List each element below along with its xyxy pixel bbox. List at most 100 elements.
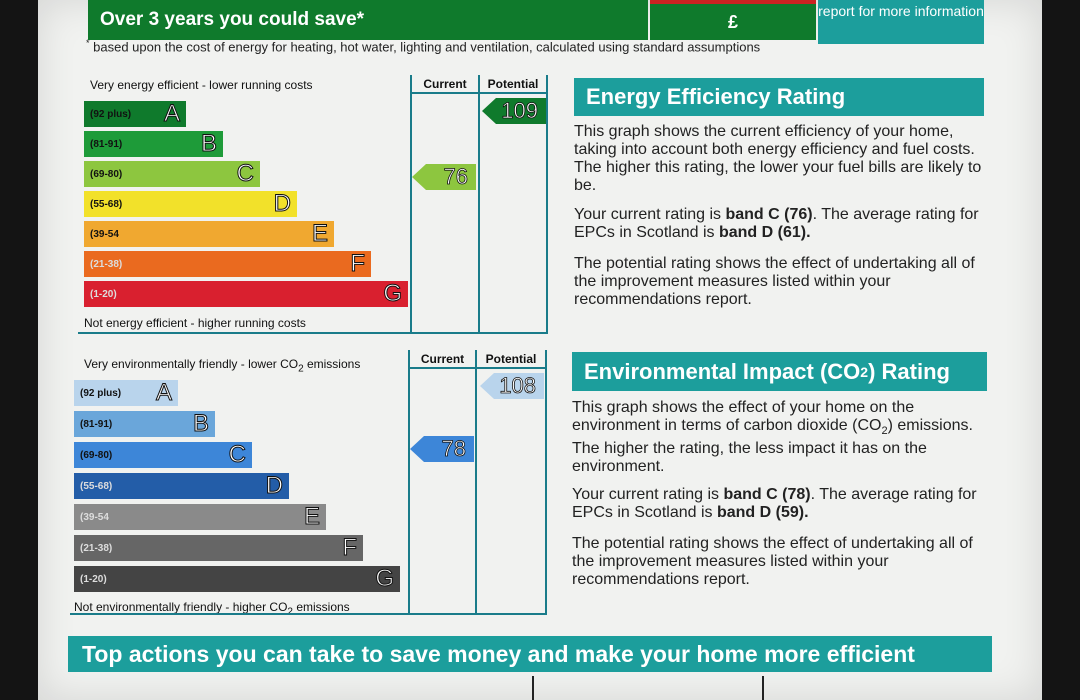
env-band-letter: A: [155, 379, 172, 407]
env-title-tail: ) Rating: [868, 358, 950, 384]
energy-para-3: The potential rating shows the effect of…: [574, 255, 975, 308]
energy-band-letter: A: [163, 100, 180, 128]
env-col-potential: Potential: [485, 352, 537, 366]
env-band-g: (1-20) G: [74, 565, 400, 593]
env-bottom-caption: Not environmentally friendly - higher CO…: [74, 600, 350, 617]
env-para-1-sub: 2: [881, 425, 888, 438]
env-band-letter: B: [192, 410, 209, 438]
energy-band-letter: B: [200, 130, 217, 158]
env-para-1: This graph shows the effect of your home…: [572, 399, 984, 476]
energy-band-c: (69-80) C: [84, 160, 260, 188]
env-top-caption-text: Very environmentally friendly - lower CO: [84, 357, 299, 371]
env-band-range: (21-38): [80, 542, 113, 554]
energy-para-2-text-a: Your current rating is: [574, 206, 726, 223]
env-band-e: (39-54 E: [74, 503, 326, 531]
energy-bottom-caption: Not energy efficient - higher running co…: [84, 316, 306, 330]
env-average-band: band D (59).: [716, 504, 809, 521]
energy-band-range: (69-80): [90, 168, 123, 180]
energy-band-g: (1-20) G: [84, 280, 408, 308]
env-bottom-caption-text: Not environmentally friendly - higher CO: [74, 600, 288, 614]
env-para-2: Your current rating is band C (78). The …: [572, 486, 984, 522]
report-link[interactable]: report for more information: [818, 0, 984, 44]
table-divider-1: [532, 676, 534, 700]
env-band-b: (81-91) B: [74, 410, 215, 438]
energy-band-b: (81-91) B: [84, 130, 223, 158]
env-potential-arrow: 108: [480, 373, 544, 399]
energy-current-band: band C (76): [725, 206, 813, 223]
env-col-current: Current: [420, 352, 465, 366]
energy-current-arrow: 76: [412, 164, 476, 190]
energy-section-title: Energy Efficiency Rating: [574, 78, 984, 116]
env-para-1-text: This graph shows the effect of your home…: [572, 399, 915, 434]
env-divider-mid: [475, 350, 477, 615]
env-header-rule: [408, 367, 547, 369]
env-band-range: (1-20): [80, 573, 107, 585]
energy-para-1: This graph shows the current efficiency …: [574, 123, 982, 194]
env-top-caption-sub: 2: [298, 363, 304, 375]
energy-band-range: (21-38): [90, 258, 123, 270]
table-divider-2: [762, 676, 764, 700]
footnote-text: based upon the cost of energy for heatin…: [93, 39, 761, 55]
env-section-title: Environmental Impact (CO 2) Rating: [572, 352, 987, 391]
env-divider-left: [408, 350, 410, 615]
env-current-band: band C (78): [723, 486, 811, 503]
env-band-c: (69-80) C: [74, 441, 252, 469]
energy-divider-left: [410, 75, 412, 334]
energy-band-d: (55-68) D: [84, 190, 297, 218]
env-band-letter: E: [303, 503, 320, 531]
env-band-letter: F: [342, 534, 358, 562]
energy-band-a: (92 plus) A: [84, 100, 186, 128]
energy-band-letter: G: [383, 280, 403, 308]
env-band-range: (55-68): [80, 480, 113, 492]
energy-col-potential: Potential: [487, 77, 539, 91]
savings-label: Over 3 years you could save*: [88, 0, 648, 40]
env-current-arrow: 78: [410, 436, 474, 462]
env-band-range: (39-54: [80, 511, 109, 523]
energy-top-caption: Very energy efficient - lower running co…: [90, 78, 313, 92]
env-band-letter: G: [375, 565, 395, 593]
energy-average-band: band D (61).: [718, 224, 811, 241]
env-band-a: (92 plus) A: [74, 379, 178, 407]
env-band-range: (92 plus): [80, 387, 122, 399]
env-bottom-rule: [70, 613, 547, 615]
energy-para-2-text-b: . The average rating for EPCs in Scotlan…: [574, 206, 979, 241]
savings-value: £: [650, 0, 816, 40]
env-band-range: (81-91): [80, 418, 113, 430]
energy-band-letter: E: [311, 220, 328, 248]
env-title-text: Environmental Impact (CO: [584, 358, 861, 384]
env-band-d: (55-68) D: [74, 472, 289, 500]
energy-band-range: (39-54: [90, 228, 119, 240]
energy-header-rule: [410, 92, 548, 94]
energy-potential-arrow: 109: [482, 98, 546, 124]
energy-band-letter: C: [236, 160, 254, 188]
energy-band-letter: F: [350, 250, 366, 278]
energy-divider-right: [546, 75, 548, 334]
env-bottom-caption-sub: 2: [287, 606, 293, 618]
env-para-2-text-b: . The average rating for EPCs in Scotlan…: [572, 486, 977, 521]
env-band-f: (21-38) F: [74, 534, 363, 562]
footnote: * based upon the cost of energy for heat…: [86, 38, 760, 54]
env-band-letter: C: [228, 441, 246, 469]
energy-para-2: Your current rating is band C (76). The …: [574, 206, 984, 242]
env-title-sub: 2: [860, 363, 869, 380]
top-actions-banner: Top actions you can take to save money a…: [68, 636, 992, 672]
env-para-1-tail: ) emissions. The higher the rating, the …: [572, 417, 973, 476]
energy-band-range: (1-20): [90, 288, 117, 300]
energy-divider-mid: [478, 75, 480, 334]
energy-band-e: (39-54 E: [84, 220, 334, 248]
energy-band-f: (21-38) F: [84, 250, 371, 278]
env-para-3: The potential rating shows the effect of…: [572, 535, 973, 588]
energy-band-letter: D: [273, 190, 291, 218]
env-top-caption-tail: emissions: [303, 357, 361, 371]
env-divider-right: [545, 350, 547, 615]
env-bottom-caption-tail: emissions: [292, 600, 350, 614]
env-band-range: (69-80): [80, 449, 113, 461]
energy-col-current: Current: [423, 77, 467, 91]
energy-bottom-rule: [78, 332, 548, 334]
energy-band-range: (81-91): [90, 138, 123, 150]
env-top-caption: Very environmentally friendly - lower CO…: [84, 357, 360, 374]
env-para-2-text-a: Your current rating is: [572, 486, 724, 503]
energy-band-range: (92 plus): [90, 108, 132, 120]
energy-band-range: (55-68): [90, 198, 123, 210]
footnote-marker: *: [86, 38, 90, 48]
